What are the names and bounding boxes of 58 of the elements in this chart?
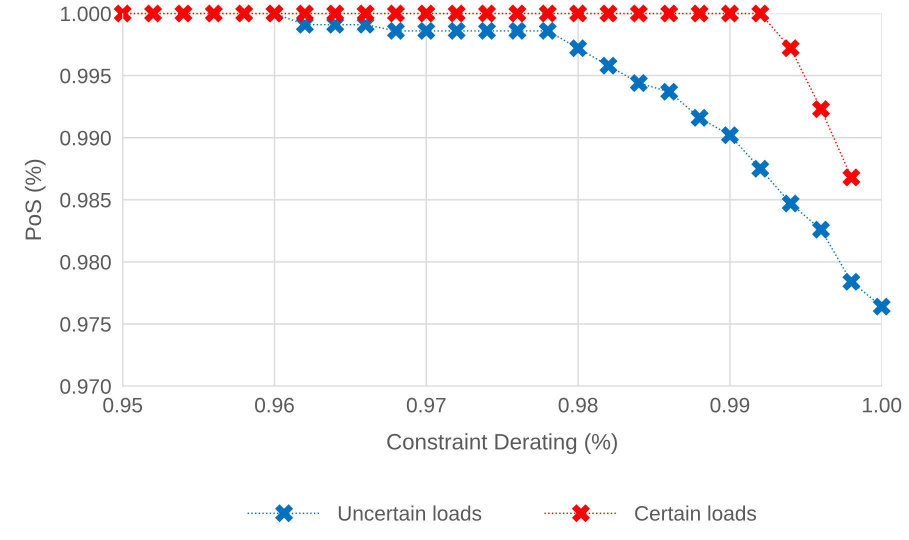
point — [690, 4, 709, 23]
point — [569, 4, 588, 23]
x-tick-label: 0.97 — [406, 398, 446, 413]
point — [144, 4, 162, 23]
point — [720, 4, 739, 23]
point — [448, 4, 466, 23]
point — [417, 22, 436, 40]
point — [751, 4, 770, 23]
point — [569, 39, 588, 58]
point — [174, 4, 192, 23]
point — [630, 74, 648, 92]
y-tick-label: 0.985 — [60, 192, 111, 208]
point — [326, 4, 344, 23]
point — [235, 4, 254, 23]
x-tick-label: 1.00 — [863, 398, 902, 413]
point — [538, 22, 557, 40]
y-tick-label: 0.970 — [60, 379, 111, 394]
y-tick-label: 0.990 — [60, 130, 111, 146]
point — [478, 4, 496, 23]
point — [356, 4, 375, 23]
legend-label: Certain loads — [635, 505, 756, 521]
point — [842, 168, 860, 186]
x-axis-title: Constraint Derating (%) — [387, 433, 617, 454]
x-tick-label: 0.96 — [255, 398, 294, 413]
point — [386, 22, 405, 40]
legend-label: Uncertain loads — [338, 505, 482, 521]
y-tick-label: 0.975 — [60, 317, 111, 332]
point — [872, 298, 891, 316]
point — [782, 194, 800, 213]
point — [417, 4, 436, 23]
point — [690, 108, 709, 127]
x-tick-label: 0.98 — [558, 398, 598, 413]
point — [204, 4, 223, 23]
point — [478, 22, 496, 40]
y-axis-title: PoS (%) — [24, 160, 46, 240]
point — [660, 4, 678, 23]
point — [782, 39, 800, 58]
y-tick-label: 1.000 — [61, 6, 111, 22]
point — [386, 4, 405, 23]
point — [538, 4, 557, 23]
y-tick-label: 0.980 — [60, 254, 111, 270]
point — [812, 100, 830, 118]
point — [296, 4, 314, 23]
point — [751, 160, 770, 178]
point — [842, 272, 860, 291]
point — [720, 126, 739, 144]
point — [599, 56, 618, 75]
point — [812, 220, 830, 239]
point — [599, 4, 618, 23]
point — [630, 4, 648, 23]
point — [508, 4, 526, 23]
x-tick-label: 0.95 — [103, 398, 142, 413]
y-tick-label: 0.995 — [60, 68, 111, 84]
point — [448, 22, 466, 40]
point — [114, 4, 132, 23]
point — [660, 82, 678, 101]
point — [508, 22, 526, 40]
x-tick-label: 0.99 — [710, 398, 750, 413]
